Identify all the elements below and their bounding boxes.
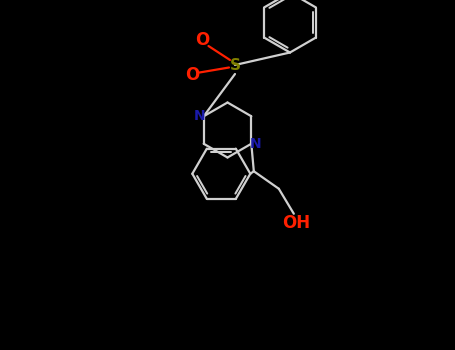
Text: N: N [194, 109, 206, 123]
Text: O: O [185, 66, 200, 84]
Text: OH: OH [282, 214, 310, 232]
Text: S: S [229, 57, 241, 72]
Text: N: N [249, 137, 261, 151]
Text: O: O [195, 31, 210, 49]
